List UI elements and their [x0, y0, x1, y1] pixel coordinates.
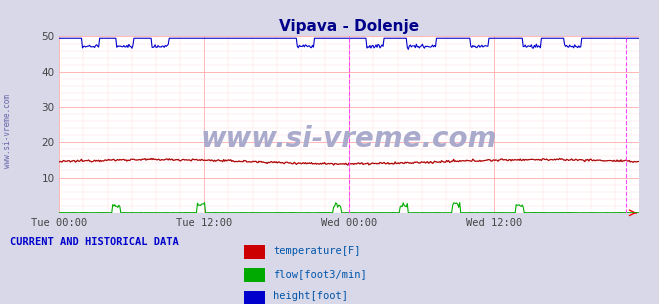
- Bar: [244, 268, 265, 282]
- Bar: [244, 246, 265, 259]
- Text: flow[foot3/min]: flow[foot3/min]: [273, 269, 367, 278]
- Text: www.si-vreme.com: www.si-vreme.com: [3, 94, 13, 168]
- Text: height[foot]: height[foot]: [273, 292, 349, 301]
- Text: temperature[F]: temperature[F]: [273, 246, 361, 256]
- Bar: [244, 291, 265, 304]
- Title: Vipava - Dolenje: Vipava - Dolenje: [279, 19, 419, 34]
- Text: www.si-vreme.com: www.si-vreme.com: [201, 125, 498, 153]
- Text: CURRENT AND HISTORICAL DATA: CURRENT AND HISTORICAL DATA: [10, 237, 179, 247]
